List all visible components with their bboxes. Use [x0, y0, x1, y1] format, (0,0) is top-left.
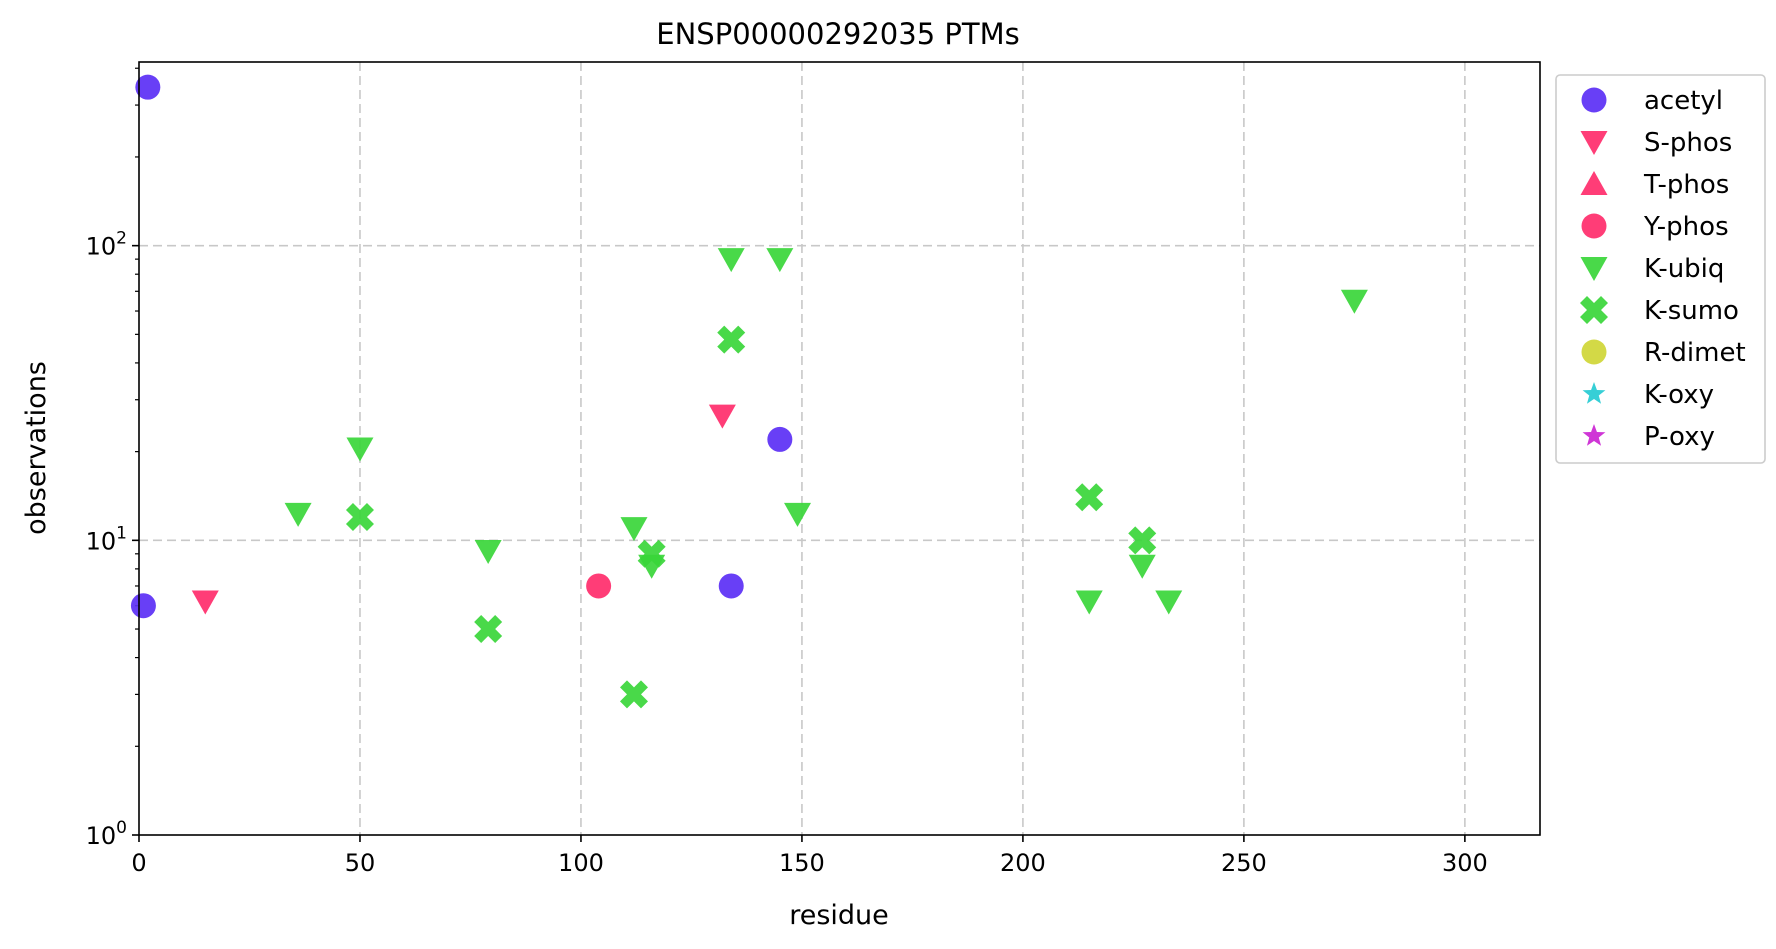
y-tick-exponent: 2	[116, 229, 127, 249]
data-point-acetyl	[135, 74, 161, 100]
legend-marker-k-ubiq	[1580, 257, 1608, 281]
y-tick-base: 10	[86, 822, 117, 850]
legend-marker-r-dimet	[1581, 339, 1607, 365]
legend-marker-k-oxy	[1582, 382, 1606, 404]
data-points	[130, 74, 1368, 709]
legend-marker-t-phos	[1580, 171, 1608, 195]
y-axis-label: observations	[21, 361, 52, 535]
data-point-acetyl	[718, 573, 744, 599]
legend-label-r-dimet: R-dimet	[1644, 338, 1746, 368]
data-point-s-phos	[708, 404, 736, 429]
x-tick-label: 50	[345, 849, 376, 877]
y-tick-label: 102	[86, 229, 127, 261]
y-tick-exponent: 0	[116, 818, 127, 838]
x-axis-label: residue	[789, 900, 889, 931]
data-point-k-ubiq	[784, 502, 812, 527]
legend: acetyl S-phos T-phos Y-phos K-ubiq K-sumo R-di…	[1555, 74, 1766, 464]
legend-label-k-oxy: K-oxy	[1644, 380, 1714, 410]
legend-marker-p-oxy	[1582, 424, 1606, 446]
data-point-k-sumo	[637, 539, 666, 568]
legend-marker-y-phos	[1581, 213, 1607, 239]
x-tick-label: 250	[1221, 849, 1267, 877]
data-point-k-ubiq	[1075, 590, 1103, 615]
legend-label-k-ubiq: K-ubiq	[1644, 254, 1724, 284]
y-tick-base: 10	[86, 233, 117, 261]
x-axis: 0 50 100 150 200 250 300	[131, 835, 1488, 877]
legend-label-p-oxy: P-oxy	[1644, 422, 1715, 452]
legend-label-s-phos: S-phos	[1644, 128, 1732, 158]
legend-label-k-sumo: K-sumo	[1644, 296, 1739, 326]
data-point-k-sumo	[619, 680, 648, 709]
data-point-s-phos	[191, 590, 219, 615]
data-point-k-sumo	[717, 325, 746, 354]
plot-frame	[138, 61, 1541, 836]
data-point-k-ubiq	[284, 502, 312, 527]
legend-label-t-phos: T-phos	[1643, 170, 1729, 200]
x-tick-label: 0	[131, 849, 146, 877]
y-tick-exponent: 1	[116, 523, 127, 543]
legend-items: acetyl S-phos T-phos Y-phos K-ubiq K-sumo R-di…	[1580, 86, 1746, 452]
chart-title: ENSP00000292035 PTMs	[656, 17, 1019, 51]
y-tick-label: 101	[86, 523, 127, 555]
legend-marker-k-sumo	[1580, 296, 1608, 324]
legend-frame	[1555, 74, 1766, 464]
data-point-y-phos	[586, 573, 612, 599]
x-tick-label: 100	[558, 849, 604, 877]
x-tick-label: 300	[1442, 849, 1488, 877]
legend-marker-acetyl	[1581, 87, 1607, 113]
grid-lines	[139, 62, 1540, 835]
data-point-k-ubiq	[1155, 590, 1183, 615]
y-tick-label: 100	[86, 818, 127, 850]
data-point-k-ubiq	[766, 248, 794, 273]
x-tick-label: 150	[779, 849, 825, 877]
legend-marker-s-phos	[1580, 131, 1608, 155]
x-tick-label: 200	[1000, 849, 1046, 877]
data-point-k-ubiq	[620, 517, 648, 542]
data-point-k-sumo	[345, 502, 374, 531]
data-point-k-sumo	[1128, 526, 1157, 555]
legend-label-acetyl: acetyl	[1644, 86, 1723, 116]
data-point-k-sumo	[474, 615, 503, 644]
data-point-k-ubiq	[346, 437, 374, 462]
data-point-acetyl	[767, 426, 793, 452]
data-point-k-ubiq	[717, 248, 745, 273]
data-point-k-ubiq	[474, 539, 502, 564]
y-tick-base: 10	[86, 527, 117, 555]
data-point-k-ubiq	[1128, 554, 1156, 579]
data-point-k-sumo	[1075, 483, 1104, 512]
data-point-acetyl	[130, 593, 156, 619]
data-point-k-ubiq	[1340, 289, 1368, 314]
legend-label-y-phos: Y-phos	[1643, 212, 1729, 242]
